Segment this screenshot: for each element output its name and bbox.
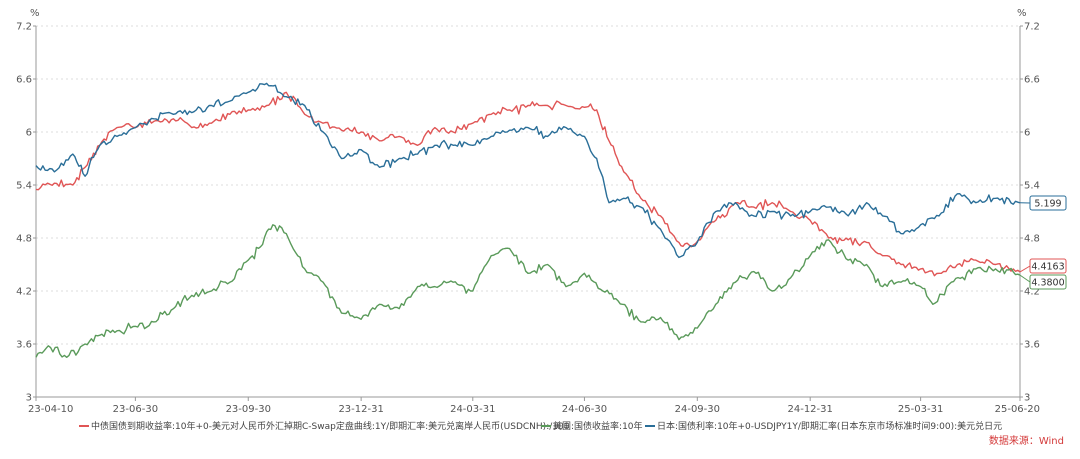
series-line-3 bbox=[36, 83, 1020, 257]
end-label-value: 4.4163 bbox=[1031, 262, 1064, 273]
y-unit-left: % bbox=[30, 8, 40, 19]
y-tick-label-left: 4.8 bbox=[16, 234, 32, 245]
y-tick-label-left: 6.6 bbox=[16, 75, 32, 86]
grid-layer bbox=[36, 26, 1020, 344]
y-tick-label-right: 6 bbox=[1024, 128, 1030, 139]
y-tick-label-right: 3.6 bbox=[1024, 340, 1040, 351]
y-tick-label-left: 3 bbox=[26, 393, 32, 404]
y-tick-label-left: 3.6 bbox=[16, 340, 32, 351]
y-tick-label-right: 3 bbox=[1024, 393, 1030, 404]
x-tick-label: 25-03-31 bbox=[898, 404, 943, 415]
x-tick-label: 24-09-30 bbox=[675, 404, 720, 415]
legend-label-3: 日本:国债利率:10年+0-USDJPY1Y/即期汇率(日本东京市场标准时间9:… bbox=[657, 420, 1002, 432]
x-tick-label: 24-12-31 bbox=[787, 404, 832, 415]
y-tick-label-right: 6.6 bbox=[1024, 75, 1040, 86]
y-unit-right: % bbox=[1017, 8, 1027, 19]
source-note: 数据来源：Wind bbox=[989, 434, 1064, 447]
y-tick-label-left: 5.4 bbox=[16, 181, 32, 192]
series-line-1 bbox=[36, 92, 1020, 275]
y-tick-label-left: 4.2 bbox=[16, 287, 32, 298]
x-tick-label: 23-04-10 bbox=[28, 404, 73, 415]
end-label-value: 5.199 bbox=[1034, 199, 1061, 210]
end-label-connector bbox=[1020, 266, 1030, 272]
x-tick-label: 23-06-30 bbox=[113, 404, 158, 415]
end-label-value: 4.3800 bbox=[1031, 278, 1064, 289]
x-tick-label: 23-12-31 bbox=[338, 404, 383, 415]
series-layer bbox=[36, 83, 1020, 357]
legend-label-2: 美国:国债收益率:10年 bbox=[553, 420, 643, 432]
y-tick-label-left: 7.2 bbox=[16, 22, 32, 33]
legend-label-1: 中债国债到期收益率:10年+0-美元对人民币外汇掉期C-Swap定盘曲线:1Y/… bbox=[91, 420, 570, 432]
x-tick-label: 24-03-31 bbox=[450, 404, 495, 415]
y-tick-label-right: 7.2 bbox=[1024, 22, 1040, 33]
x-tick-label: 25-06-20 bbox=[995, 404, 1040, 415]
x-tick-label: 23-09-30 bbox=[226, 404, 271, 415]
y-tick-label-right: 5.4 bbox=[1024, 181, 1040, 192]
y-tick-label-left: 6 bbox=[26, 128, 32, 139]
end-label-connector bbox=[1020, 275, 1030, 282]
x-tick-label: 24-06-30 bbox=[562, 404, 607, 415]
legend: 中债国债到期收益率:10年+0-美元对人民币外汇掉期C-Swap定盘曲线:1Y/… bbox=[79, 420, 1002, 432]
y-tick-label-right: 4.8 bbox=[1024, 234, 1040, 245]
